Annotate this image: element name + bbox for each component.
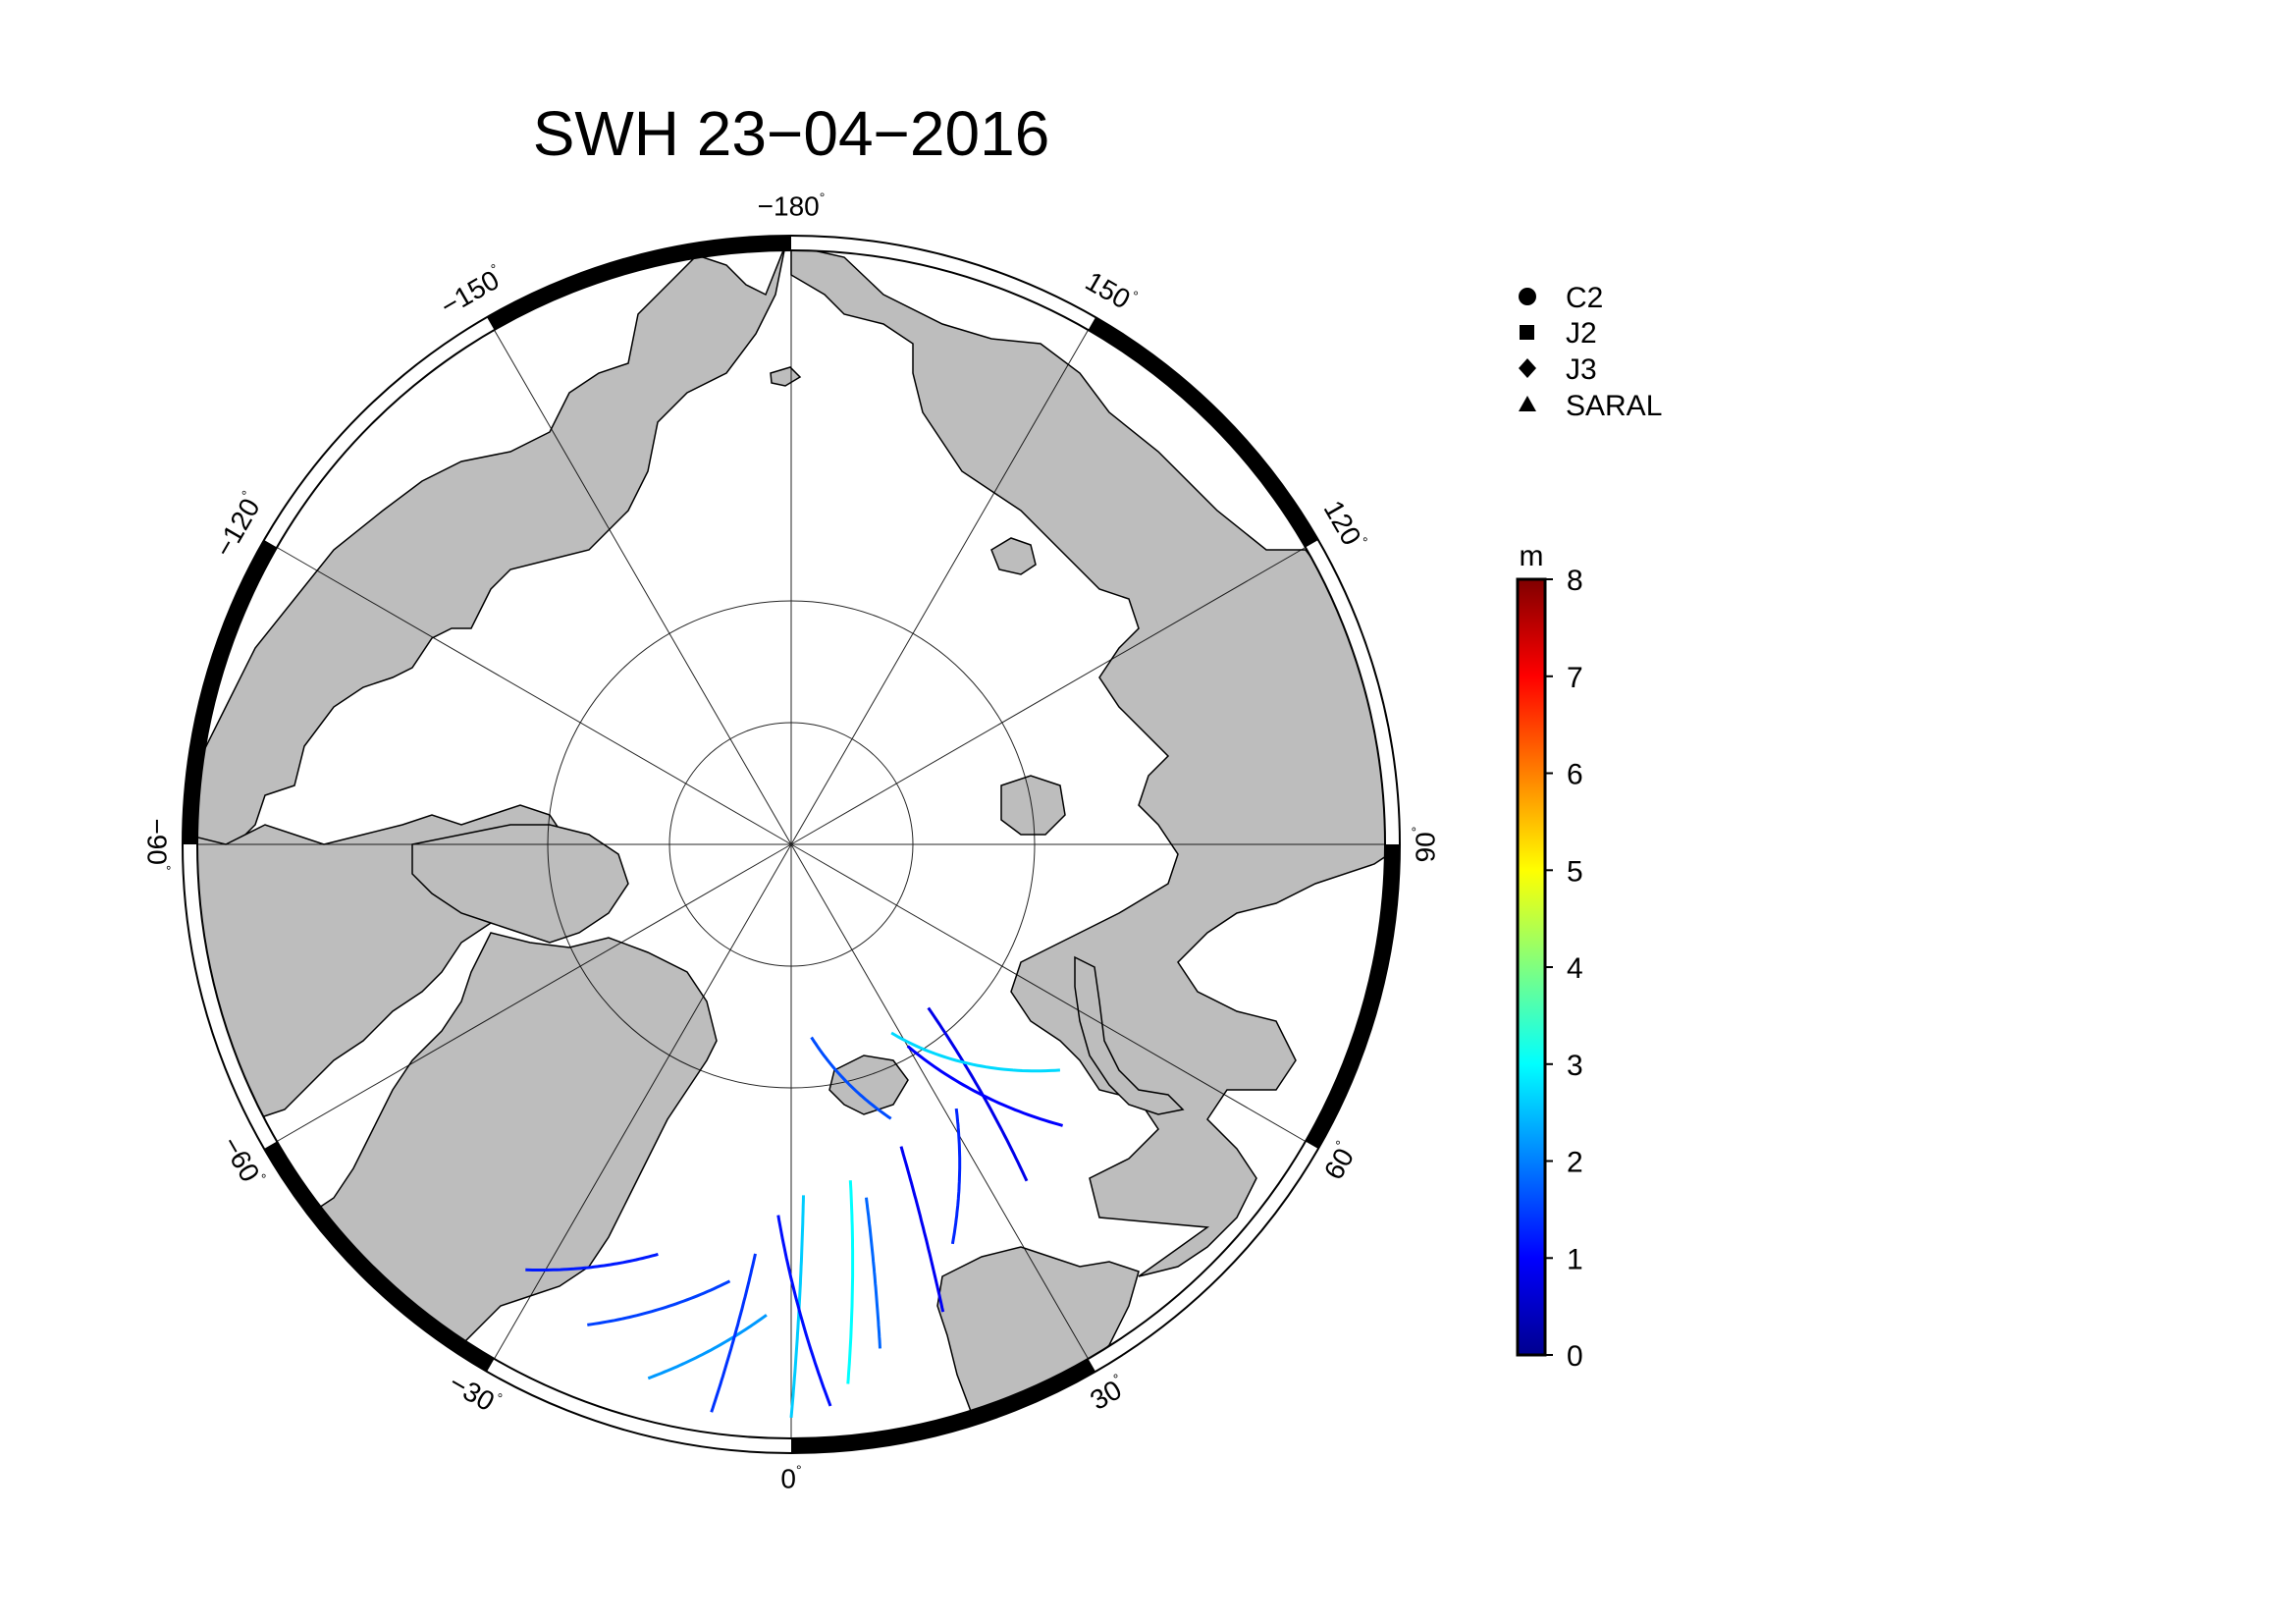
swh-track-c2 <box>587 1279 731 1326</box>
circle-icon <box>1519 288 1536 305</box>
colorbar-tick-label: 0 <box>1567 1340 1583 1373</box>
meridian-line <box>790 843 1307 1142</box>
swh-track-j3 <box>950 1108 962 1245</box>
colorbar-ticks: 0 1 2 3 4 5 6 7 8 <box>1545 565 1583 1373</box>
longitude-label: −180° <box>758 189 826 222</box>
swh-track-c2 <box>927 1006 1029 1182</box>
map-title: SWH 23−04−2016 <box>533 98 1050 169</box>
swh-track-j3 <box>906 1045 1064 1127</box>
satellite-legend: C2 J2 J3 SARAL <box>1519 282 1662 422</box>
colorbar: m 0 1 2 3 4 5 6 7 8 <box>1516 540 1583 1373</box>
swh-track-c2 <box>525 1252 659 1271</box>
longitude-label: 0° <box>780 1462 801 1494</box>
land-ellesmere <box>411 824 629 944</box>
legend-item-j3: J3 <box>1519 353 1597 386</box>
colorbar-tick-label: 8 <box>1567 565 1583 597</box>
frame-segment <box>1088 317 1318 548</box>
land-wrangel <box>770 366 802 387</box>
meridian-line <box>276 843 792 1142</box>
colorbar-tick-label: 6 <box>1567 759 1583 791</box>
colorbar-tick-label: 1 <box>1567 1243 1583 1275</box>
meridian-line <box>276 547 792 845</box>
longitude-label: 90° <box>1409 827 1441 863</box>
longitude-label: 150° <box>1081 264 1142 317</box>
colorbar-unit: m <box>1520 540 1544 572</box>
colorbar-tick-label: 2 <box>1567 1147 1583 1179</box>
graticule <box>197 250 1385 1438</box>
legend-label: SARAL <box>1566 390 1662 422</box>
legend-item-c2: C2 <box>1519 282 1603 314</box>
map-frame <box>182 235 1401 1454</box>
longitude-label: 30° <box>1084 1370 1131 1416</box>
legend-item-saral: SARAL <box>1519 390 1662 422</box>
landmasses <box>197 250 1385 1425</box>
land-svalbard <box>828 1055 909 1115</box>
colorbar-tick-label: 7 <box>1567 662 1583 694</box>
square-icon <box>1520 325 1534 340</box>
swh-track-saral <box>899 1146 945 1313</box>
legend-label: J3 <box>1566 353 1597 386</box>
colorbar-tick-label: 5 <box>1567 855 1583 888</box>
frame-segment <box>1305 843 1400 1150</box>
swh-tracks <box>525 1006 1064 1419</box>
land-novaya-zemlya <box>1074 955 1185 1115</box>
colorbar-tick-label: 3 <box>1567 1050 1583 1082</box>
diamond-icon <box>1519 358 1536 378</box>
longitude-label: −60° <box>216 1130 270 1191</box>
land-severnaya-zemlya <box>1000 775 1066 836</box>
frame-segment <box>790 1358 1096 1453</box>
frame-segment <box>264 1141 495 1372</box>
swh-track-j3 <box>647 1314 768 1380</box>
meridian-line <box>790 329 1089 845</box>
swh-track-j2 <box>890 1031 1060 1073</box>
polar-map: −180°150°120°90°60°30°0°−30°−60°−90°−120… <box>142 189 1441 1494</box>
triangle-icon <box>1519 396 1536 411</box>
meridian-line <box>494 843 792 1360</box>
legend-label: J2 <box>1566 317 1597 350</box>
swh-track-saral <box>810 1036 892 1120</box>
longitude-label: 120° <box>1318 495 1371 556</box>
colorbar-gradient <box>1516 577 1547 1357</box>
longitude-label: 60° <box>1316 1137 1362 1184</box>
meridian-line <box>790 843 1089 1360</box>
meridian-line <box>494 329 792 845</box>
legend-label: C2 <box>1566 282 1603 314</box>
land-new-siberian-islands <box>990 537 1037 575</box>
longitude-label: −30° <box>444 1366 505 1420</box>
longitude-label: −90° <box>142 818 175 870</box>
colorbar-tick-label: 4 <box>1567 952 1583 985</box>
swh-track-j2 <box>865 1197 881 1349</box>
swh-track-j2 <box>710 1253 757 1413</box>
frame-segment <box>183 540 278 845</box>
swh-track-c2 <box>846 1180 855 1384</box>
frame-segment <box>487 236 792 331</box>
meridian-line <box>790 547 1307 845</box>
swh-track-j3 <box>776 1215 832 1407</box>
legend-item-j2: J2 <box>1520 317 1597 350</box>
